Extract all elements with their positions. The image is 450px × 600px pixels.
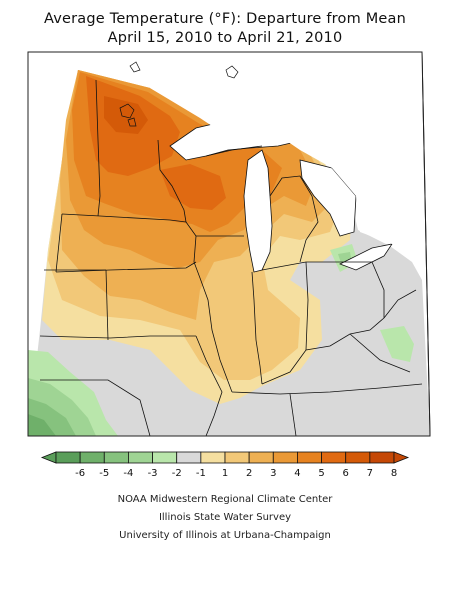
legend-swatch bbox=[152, 451, 178, 464]
legend-label: 1 bbox=[222, 468, 228, 479]
region-minus-green-east bbox=[380, 326, 414, 362]
legend-swatch bbox=[297, 451, 322, 464]
legend-label: 7 bbox=[367, 468, 373, 479]
region-minus-4-5 bbox=[28, 414, 56, 436]
legend-swatch bbox=[200, 451, 226, 464]
legend-label: 4 bbox=[294, 468, 300, 479]
credit-line-2: Illinois State Water Survey bbox=[158, 512, 292, 523]
region-plus-6-7-b bbox=[160, 164, 226, 210]
legend-label: -3 bbox=[148, 468, 158, 479]
region-plus-7-8 bbox=[104, 96, 148, 134]
state-boundaries bbox=[39, 79, 423, 436]
legend-label: 3 bbox=[270, 468, 276, 479]
legend-swatch bbox=[369, 451, 395, 464]
legend-arrow-left bbox=[40, 451, 57, 464]
legend-swatch bbox=[128, 451, 153, 464]
canada-area bbox=[150, 52, 422, 250]
legend-swatch bbox=[103, 451, 129, 464]
legend-swatch bbox=[55, 451, 81, 464]
legend-swatch bbox=[272, 451, 298, 464]
legend-swatch bbox=[79, 451, 105, 464]
legend-swatch bbox=[176, 451, 202, 464]
legend-label: -1 bbox=[196, 468, 206, 479]
lake-erie bbox=[339, 243, 393, 271]
legend-label: -5 bbox=[99, 468, 109, 479]
credit-line-3: University of Illinois at Urbana-Champai… bbox=[119, 530, 331, 541]
small-lakes bbox=[119, 61, 239, 127]
legend-label: 8 bbox=[391, 468, 397, 479]
map-title: Average Temperature (°F): Departure from… bbox=[43, 11, 407, 27]
legend-swatch bbox=[345, 451, 371, 464]
temperature-departure-map bbox=[27, 51, 431, 437]
legend-swatch bbox=[224, 451, 250, 464]
legend-arrow-right bbox=[393, 451, 410, 464]
legend-label: -2 bbox=[172, 468, 182, 479]
legend-label: 6 bbox=[343, 468, 349, 479]
map-date-range: April 15, 2010 to April 21, 2010 bbox=[107, 30, 343, 46]
credit-line-1: NOAA Midwestern Regional Climate Center bbox=[117, 494, 333, 505]
lake-michigan bbox=[243, 149, 273, 273]
legend-label: -6 bbox=[75, 468, 85, 479]
legend-swatch bbox=[248, 451, 274, 464]
color-legend: -6 -5 -4 -3 -2 -1 1 2 3 4 5 6 7 8 bbox=[40, 451, 410, 479]
map-border bbox=[27, 51, 431, 437]
legend-swatch bbox=[321, 451, 347, 464]
legend-label: 5 bbox=[318, 468, 324, 479]
legend-label: -4 bbox=[123, 468, 133, 479]
legend-label: 2 bbox=[246, 468, 252, 479]
